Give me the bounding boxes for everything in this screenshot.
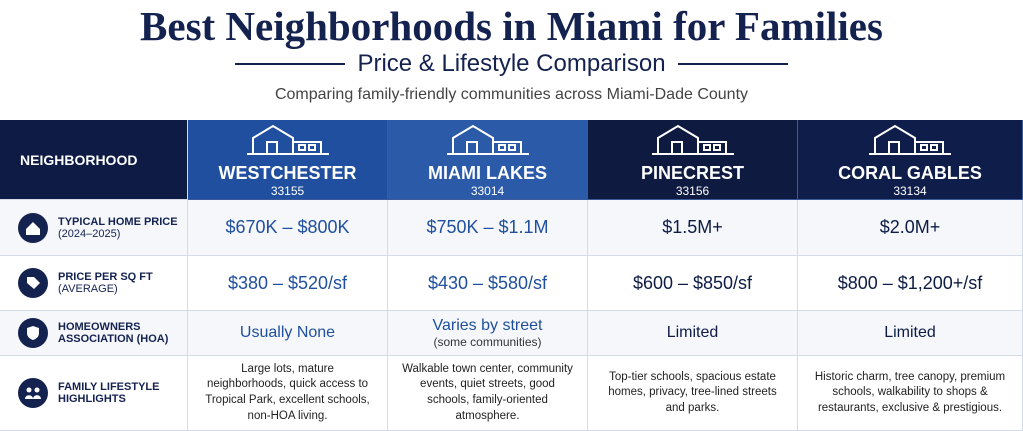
table-cell: $800 – $1,200+/sf (798, 256, 1023, 311)
icon (869, 124, 951, 155)
cell-value: $2.0M+ (879, 217, 941, 237)
column-header: PINECREST 33156 (588, 120, 798, 200)
row-header: TYPICAL HOME PRICE (2024–2025) (0, 200, 188, 256)
table-cell: Limited (798, 311, 1023, 356)
description: Comparing family-friendly communities ac… (274, 86, 749, 103)
cell-value: $670K – $800K (225, 217, 350, 237)
cell-value: Limited (666, 324, 719, 341)
table-cell: Usually None (188, 311, 388, 356)
neighborhood-name: MIAMI LAKES (428, 162, 547, 183)
icon (26, 221, 40, 235)
row-header: FAMILY LIFESTYLE HIGHLIGHTS (0, 356, 188, 431)
cell-value: Limited (884, 324, 936, 341)
cell-value: $380 – $520/sf (227, 272, 348, 293)
neighborhood-name: WESTCHESTER (218, 162, 357, 183)
row-label-group: HOMEOWNERS ASSOCIATION (HOA) (58, 321, 187, 345)
cell-value: Usually None (239, 324, 336, 341)
icon (246, 124, 329, 155)
table-cell: Historic charm, tree canopy, premium sch… (798, 356, 1023, 431)
row-icon (18, 212, 48, 243)
title: Best Neighborhoods in Miami for Families (140, 3, 883, 49)
zip-code: 33156 (675, 183, 710, 198)
rule (677, 63, 788, 65)
cell-note: (some communities) (433, 335, 542, 349)
neighborhood-icon (243, 122, 333, 161)
column-header: WESTCHESTER 33155 (188, 120, 388, 200)
zip-code: 33134 (893, 183, 927, 198)
table-cell: $2.0M+ (798, 200, 1023, 256)
subtitle: Price & Lifestyle Comparison (357, 50, 666, 77)
row-icon (18, 318, 48, 348)
neighborhood-name: PINECREST (640, 162, 745, 183)
column-header: MIAMI LAKES 33014 (388, 120, 588, 200)
cell-value: Varies by street (432, 317, 543, 334)
cell-value: $800 – $1,200+/sf (837, 272, 983, 293)
row-label: PRICE PER SQ FT (58, 271, 153, 283)
row-header: HOMEOWNERS ASSOCIATION (HOA) (0, 311, 188, 356)
row-sublabel: (2024–2025) (58, 227, 121, 240)
subtitle-row: Price & Lifestyle Comparison (0, 50, 1023, 78)
icon (27, 277, 40, 289)
neighborhood-name: CORAL GABLES (838, 162, 982, 183)
comparison-table: NEIGHBORHOOD WESTCHESTER 33155 MIAMI LAKES 3… (0, 120, 1023, 431)
row-label: TYPICAL HOME PRICE (58, 215, 178, 228)
table-cell: $670K – $800K (188, 200, 388, 256)
table-cell: Limited (588, 311, 798, 356)
cell-value: Walkable town center, community events, … (402, 362, 573, 422)
cell-value: Historic charm, tree canopy, premium sch… (814, 370, 1006, 414)
row-label-group: FAMILY LIFESTYLE HIGHLIGHTS (58, 381, 187, 405)
table-cell: $430 – $580/sf (388, 256, 588, 311)
row-label: FAMILY LIFESTYLE HIGHLIGHTS (58, 381, 160, 405)
neighborhood-icon (865, 122, 955, 161)
cell-value: $1.5M+ (662, 217, 723, 237)
cell-value: $750K – $1.1M (426, 217, 549, 237)
table-cell: Varies by street (some communities) (388, 311, 588, 356)
corner-header: NEIGHBORHOOD (0, 120, 188, 200)
cell-value: Large lots, mature neighborhoods, quick … (205, 362, 370, 422)
row-label: HOMEOWNERS ASSOCIATION (HOA) (58, 321, 169, 345)
row-sublabel: (AVERAGE) (58, 283, 118, 295)
icon (651, 124, 734, 155)
neighborhood-icon (443, 122, 533, 161)
table-cell: $600 – $850/sf (588, 256, 798, 311)
cell-value: Top-tier schools, spacious estate homes,… (608, 370, 777, 414)
zip-code: 33014 (470, 183, 505, 198)
icon (27, 326, 39, 340)
cell-value: $600 – $850/sf (632, 272, 753, 293)
row-icon (18, 268, 48, 298)
column-header: CORAL GABLES 33134 (798, 120, 1023, 200)
row-label-group: PRICE PER SQ FT (AVERAGE) (58, 271, 153, 295)
table-cell: Large lots, mature neighborhoods, quick … (188, 356, 388, 431)
table-cell: Walkable town center, community events, … (388, 356, 588, 431)
table-cell: $750K – $1.1M (388, 200, 588, 256)
table-cell: Top-tier schools, spacious estate homes,… (588, 356, 798, 431)
row-label-group: TYPICAL HOME PRICE (2024–2025) (58, 216, 178, 240)
icon (446, 124, 529, 155)
table-cell: $1.5M+ (588, 200, 798, 256)
table-cell: $380 – $520/sf (188, 256, 388, 311)
cell-value: $430 – $580/sf (427, 272, 548, 293)
rule (235, 63, 346, 65)
row-icon (18, 378, 48, 408)
zip-code: 33155 (270, 183, 305, 198)
row-header: PRICE PER SQ FT (AVERAGE) (0, 256, 188, 311)
neighborhood-icon (648, 122, 738, 161)
icon (25, 387, 41, 399)
